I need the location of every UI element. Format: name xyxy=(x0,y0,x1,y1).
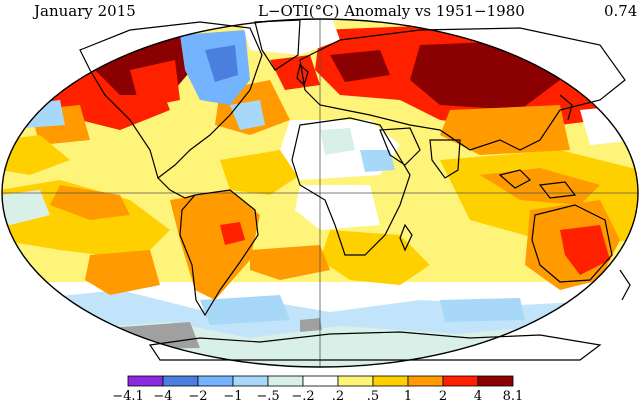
legend-tick-label: −.5 xyxy=(256,389,279,403)
legend-swatch xyxy=(127,375,164,387)
legend-tick-label: −4 xyxy=(153,389,172,403)
legend-tick-label: −.2 xyxy=(291,389,314,403)
legend-tick-label: .2 xyxy=(332,389,344,403)
map-border xyxy=(1,18,639,368)
legend-swatch xyxy=(162,375,199,387)
map-title: L−OTI(°C) Anomaly vs 1951−1980 xyxy=(258,2,525,20)
global-mean-value: 0.74 xyxy=(604,2,638,20)
legend-tick-label: −1 xyxy=(223,389,242,403)
legend-tick-label: −2 xyxy=(188,389,207,403)
legend-tick-label: 4 xyxy=(474,389,482,403)
color-legend: −4.1 −4 −2 −1 −.5 −.2 .2 .5 1 2 4 8.1 xyxy=(112,375,524,404)
date-label: January 2015 xyxy=(34,2,136,20)
legend-swatch xyxy=(337,375,374,387)
legend-tick-label: 2 xyxy=(439,389,447,403)
legend-tick-label: −4.1 xyxy=(112,389,144,403)
legend-tick-label: 8.1 xyxy=(503,389,524,403)
legend-swatch xyxy=(477,375,514,387)
legend-swatch xyxy=(232,375,269,387)
legend-swatch xyxy=(372,375,409,387)
legend-tick-label: 1 xyxy=(404,389,412,403)
legend-swatch xyxy=(302,375,339,387)
legend-swatch xyxy=(442,375,479,387)
legend-swatch xyxy=(407,375,444,387)
legend-tick-label: .5 xyxy=(367,389,379,403)
legend-swatch xyxy=(267,375,304,387)
legend-swatch xyxy=(197,375,234,387)
